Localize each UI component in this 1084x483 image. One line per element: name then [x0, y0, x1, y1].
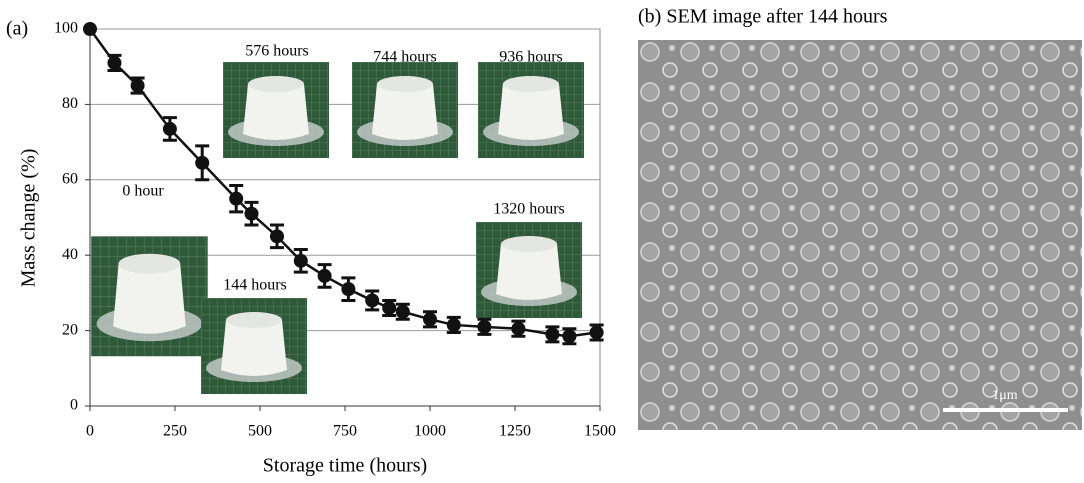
data-point [590, 325, 604, 339]
photo [352, 62, 458, 158]
y-tick-label: 40 [62, 246, 78, 263]
x-axis-label: Storage time (hours) [263, 455, 427, 477]
data-point [447, 318, 461, 332]
data-point [107, 56, 121, 70]
y-tick-label: 20 [62, 321, 78, 338]
data-point [382, 301, 396, 315]
scale-bar-label: 1μm [992, 388, 1018, 403]
data-point [396, 305, 410, 319]
photo [201, 298, 307, 394]
data-point [270, 229, 284, 243]
photo-label: 1320 hours [493, 201, 565, 218]
data-point [195, 156, 209, 170]
data-point [318, 269, 332, 283]
figure: (a) Mass change (%) Storage time (hours)… [0, 0, 1084, 478]
photo-label: 744 hours [373, 49, 437, 66]
data-point [163, 122, 177, 136]
data-point [245, 207, 259, 221]
data-point [365, 293, 379, 307]
data-point [423, 312, 437, 326]
photo [476, 222, 582, 318]
data-point [131, 79, 145, 93]
data-point [83, 22, 97, 36]
x-tick-label: 750 [333, 423, 357, 440]
x-tick-label: 250 [163, 423, 187, 440]
data-point [545, 327, 559, 341]
y-axis-label: Mass change (%) [18, 149, 40, 288]
data-point [341, 282, 355, 296]
x-tick-label: 1250 [499, 423, 531, 440]
data-point [229, 192, 243, 206]
x-tick-label: 1000 [414, 423, 446, 440]
photo-label: 0 hour [122, 183, 164, 200]
data-point [294, 254, 308, 268]
sem-title: (b) SEM image after 144 hours [638, 6, 888, 28]
x-tick-label: 500 [248, 423, 272, 440]
photo-label: 936 hours [499, 49, 563, 66]
photo-label: 576 hours [245, 43, 309, 60]
y-tick-label: 80 [62, 95, 78, 112]
data-point [511, 322, 525, 336]
y-tick-label: 100 [54, 20, 78, 37]
x-tick-label: 0 [86, 423, 94, 440]
x-tick-label: 1500 [584, 423, 616, 440]
data-point [562, 329, 576, 343]
photos: 576 hours 744 hours 936 hours 0 hour 144… [91, 43, 584, 394]
photo [478, 62, 584, 158]
panel-label: (a) [6, 18, 28, 40]
photo [223, 62, 329, 158]
y-tick-label: 0 [70, 397, 78, 414]
sem-image [638, 40, 1082, 430]
photo [91, 236, 208, 356]
photo-label: 144 hours [223, 277, 287, 294]
data-point [477, 320, 491, 334]
y-tick-label: 60 [62, 170, 78, 187]
